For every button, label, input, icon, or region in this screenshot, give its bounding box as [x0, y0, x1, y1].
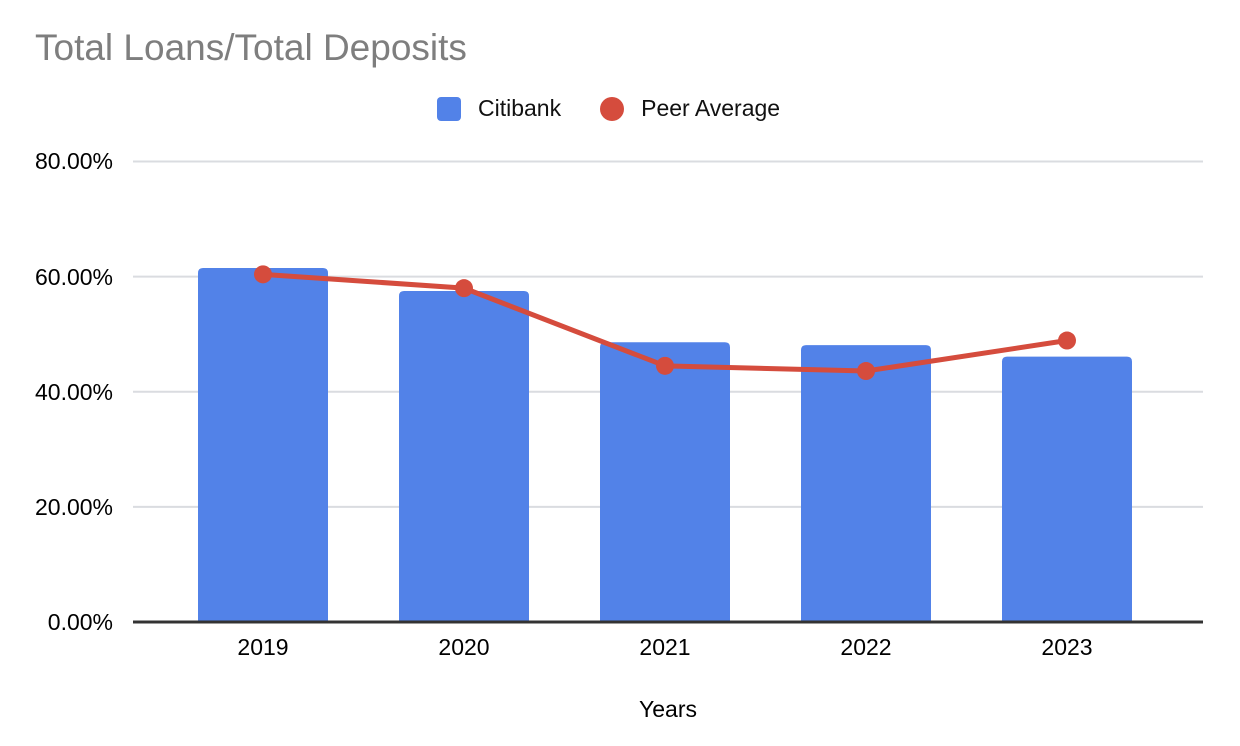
- legend-label-citibank: Citibank: [478, 95, 562, 121]
- y-tick-label: 20.00%: [34, 494, 113, 520]
- citibank-series-swatch-icon: [437, 96, 461, 121]
- point-peer-average-2022: [857, 362, 875, 381]
- x-tick-label: 2020: [438, 634, 490, 660]
- y-tick-label: 40.00%: [34, 379, 113, 405]
- bar-citibank-2022: [801, 345, 931, 622]
- x-tick-label: 2022: [840, 634, 892, 660]
- legend-label-peer-average: Peer Average: [641, 95, 781, 121]
- bar-citibank-2021: [600, 342, 730, 622]
- x-tick-label: 2019: [237, 634, 289, 660]
- chart-title: Total Loans/Total Deposits: [35, 27, 467, 68]
- point-peer-average-2023: [1058, 331, 1076, 350]
- peer-average-series-swatch-icon: [600, 96, 625, 121]
- x-tick-label: 2023: [1041, 634, 1093, 660]
- point-peer-average-2021: [656, 356, 674, 375]
- bar-citibank-2023: [1002, 356, 1132, 622]
- y-tick-label: 80.00%: [34, 148, 113, 174]
- y-tick-label: 0.00%: [47, 609, 113, 635]
- point-peer-average-2019: [254, 265, 272, 284]
- bar-citibank-2020: [399, 291, 529, 622]
- legend-item-peer-average: Peer Average: [600, 95, 780, 122]
- bar-citibank-2019: [198, 267, 328, 622]
- x-tick-label: 2021: [639, 634, 691, 660]
- y-tick-label: 60.00%: [34, 264, 113, 290]
- legend: Citibank Peer Average: [437, 95, 780, 122]
- x-axis-title: Years: [639, 696, 697, 722]
- point-peer-average-2020: [455, 279, 473, 298]
- legend-item-citibank: Citibank: [437, 95, 561, 122]
